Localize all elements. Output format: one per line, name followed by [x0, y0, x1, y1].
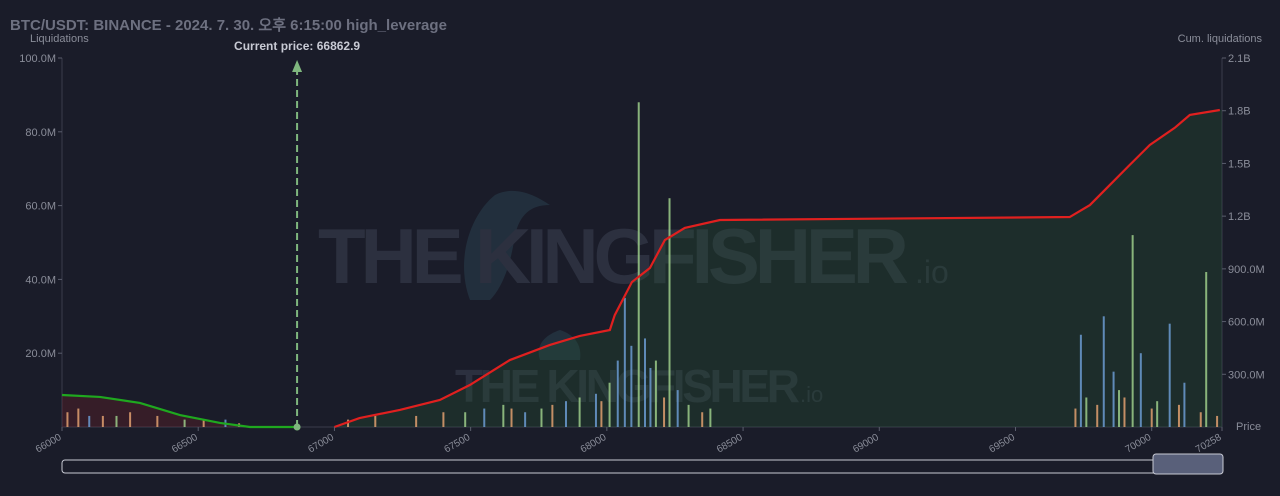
y-tick-label: 40.0M: [25, 274, 56, 286]
bar: [540, 408, 543, 427]
bar: [1199, 412, 1202, 427]
bar: [1216, 415, 1219, 427]
y2-tick-label: 900.0M: [1228, 264, 1265, 276]
bar: [616, 360, 619, 427]
bar: [564, 401, 567, 427]
bar: [183, 419, 186, 427]
bar: [115, 415, 118, 427]
y2-tick-label: 600.0M: [1228, 317, 1265, 329]
watermark-bird: [464, 190, 581, 360]
bar: [578, 397, 581, 427]
y2-axis-label: Cum. liquidations: [1178, 33, 1263, 45]
bar: [442, 412, 445, 427]
bar: [1096, 404, 1099, 427]
cumulative-line: [61, 393, 298, 429]
bar: [701, 412, 704, 427]
bar: [1183, 382, 1186, 427]
bar: [156, 415, 159, 427]
annotation: Current price: 66862.9: [234, 39, 360, 53]
bar: [608, 382, 611, 427]
bar: [524, 412, 527, 427]
bar: [551, 404, 554, 427]
bar: [1102, 316, 1105, 427]
bar: [101, 415, 104, 427]
watermark-text: THE KINGFISHER: [318, 212, 908, 300]
bar: [1205, 272, 1208, 427]
bar: [1118, 390, 1121, 427]
bar: [202, 419, 205, 427]
bar: [77, 408, 80, 427]
bar: [1131, 235, 1134, 427]
y-tick-label: 20.0M: [25, 348, 56, 360]
watermark-suffix: .io: [800, 382, 823, 407]
scrollbar[interactable]: [61, 453, 1224, 475]
y2-tick-label: 300.0M: [1228, 369, 1265, 381]
bar: [510, 408, 513, 427]
bar: [623, 297, 626, 427]
bar: [1085, 397, 1088, 427]
bar: [637, 102, 640, 427]
bar: [66, 412, 69, 427]
scroll-handle[interactable]: [1152, 453, 1224, 475]
chart-title: BTC/USDT: BINANCE - 2024. 7. 30. 오후 6:15…: [10, 17, 447, 34]
bar: [1112, 371, 1115, 427]
bar: [1156, 401, 1159, 427]
watermark-suffix: .io: [915, 254, 949, 290]
y2-tick-label: 1.2B: [1228, 211, 1251, 223]
bar: [1150, 408, 1153, 427]
y2-tick-label: 2.1B: [1228, 53, 1251, 65]
watermark-text: THE KINGFISHER: [455, 360, 800, 412]
bar: [415, 415, 418, 427]
cumulative-line: [334, 108, 1220, 429]
bar: [347, 419, 350, 427]
bar: [502, 404, 505, 427]
bar: [663, 397, 666, 427]
bar: [1139, 353, 1142, 427]
cumulative-area: [62, 395, 298, 427]
bar: [464, 412, 467, 427]
bar: [649, 367, 652, 427]
cumulative-area: [334, 110, 1223, 428]
bar: [129, 412, 132, 427]
bar: [1177, 404, 1180, 427]
y2-tick-label: 1.8B: [1228, 106, 1251, 118]
bar: [668, 198, 671, 427]
y-tick-label: 60.0M: [25, 201, 56, 213]
bar: [654, 360, 657, 427]
x-axis-label: Price: [1236, 421, 1261, 433]
current-price-dot: [293, 423, 301, 431]
bar: [374, 415, 377, 427]
bar: [676, 390, 679, 427]
bar: [600, 401, 603, 427]
bar: [1074, 408, 1077, 427]
bar: [1079, 334, 1082, 427]
bar: [709, 408, 712, 427]
bar: [1168, 323, 1171, 427]
bar: [1123, 397, 1126, 427]
watermark-layer: THE KINGFISHER.ioTHE KINGFISHER.io: [318, 190, 949, 412]
bar: [483, 408, 486, 427]
bar: [630, 345, 633, 427]
y-tick-label: 80.0M: [25, 127, 56, 139]
bar: [88, 415, 91, 427]
y-axis-label: Liquidations: [30, 33, 89, 45]
bar: [643, 338, 646, 427]
bar: [594, 393, 597, 427]
y2-tick-label: 1.5B: [1228, 158, 1251, 170]
current-price-arrow: [292, 60, 303, 72]
y-tick-label: 100.0M: [19, 53, 56, 65]
bar: [687, 404, 690, 427]
